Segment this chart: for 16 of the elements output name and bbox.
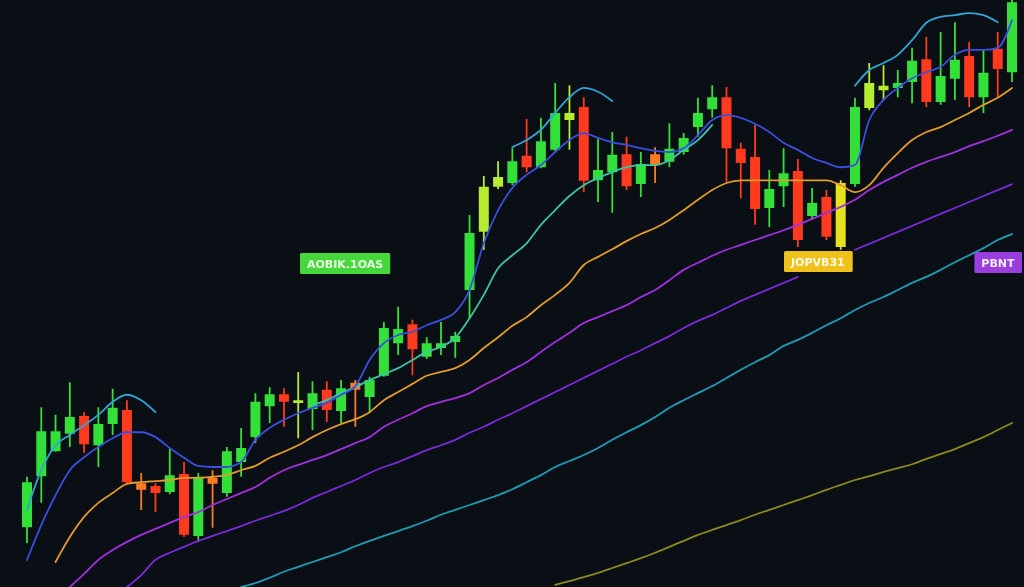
candlestick [735,142,746,199]
candlestick [278,388,289,427]
candlestick [264,387,275,423]
candlestick [521,118,532,173]
candlestick [935,32,946,105]
annotation: JOPVB31 [790,255,845,269]
tag-label: AOBIK.1OAS [300,253,391,274]
tag-label: JOPVB31 [784,251,853,272]
candlestick [136,472,147,510]
annotation: PBNT [981,256,1015,270]
tag-label: PBNT [974,252,1022,273]
annotation: AOBIK.1OAS [307,257,384,271]
candlestick [949,22,960,100]
candlestick [293,371,304,439]
candlestick [707,85,718,118]
candlestick [493,161,504,189]
